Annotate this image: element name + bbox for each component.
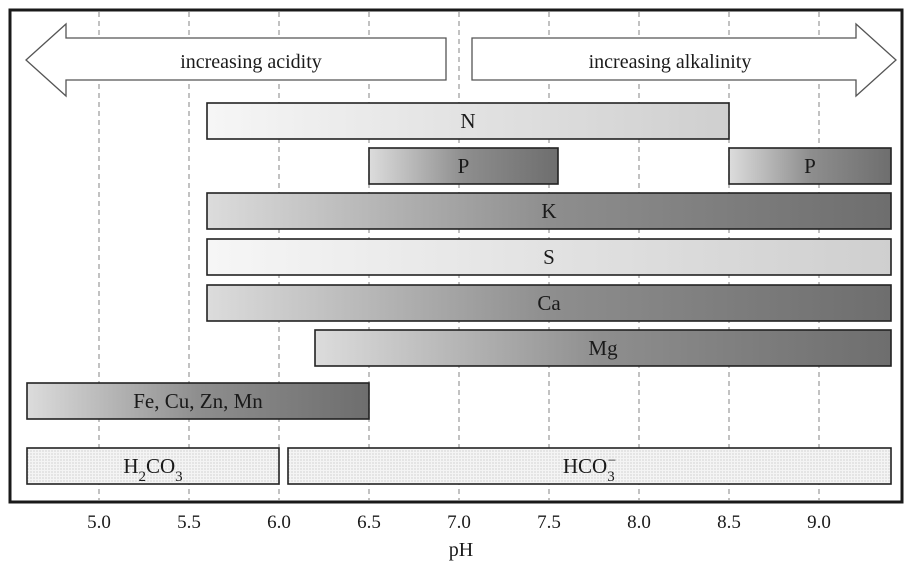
acidity-arrow [25,22,447,98]
range-bar-2 [728,147,892,185]
x-axis-label: pH [449,539,473,561]
x-tick-label-7: 8.5 [717,512,741,533]
range-bar-3 [206,192,892,230]
x-tick-label-6: 8.0 [627,512,651,533]
x-axis-ticks: 5.0 5.5 6.0 6.5 7.0 7.5 8.0 8.5 9.0 [87,512,831,533]
range-bar-9 [287,447,892,485]
x-tick-label-1: 5.5 [177,512,201,533]
alkalinity-arrow [471,22,897,98]
x-tick-label-2: 6.0 [267,512,291,533]
range-bar-label-3: K [541,199,556,223]
x-tick-label-3: 6.5 [357,512,381,533]
range-bar-6 [314,329,892,367]
alkalinity-arrow-label: increasing alkalinity [589,51,752,73]
range-bar-label-2: P [804,154,816,178]
x-tick-label-0: 5.0 [87,512,111,533]
range-bar-label-1: P [458,154,470,178]
x-tick-label-4: 7.0 [447,512,471,533]
range-bar-8 [26,447,280,485]
x-tick-label-5: 7.5 [537,512,561,533]
range-bar-4 [206,238,892,276]
range-bar-1 [368,147,559,185]
range-bar-label-7: Fe, Cu, Zn, Mn [133,389,263,413]
x-tick-label-8: 9.0 [807,512,831,533]
range-bar-5 [206,284,892,322]
range-bar-label-5: Ca [537,291,561,315]
range-bar-label-0: N [460,109,475,133]
range-bar-label-4: S [543,245,555,269]
arrows-group: increasing acidity increasing alkalinity [25,22,897,98]
range-bar-7 [26,382,370,420]
range-bar-0 [206,102,730,140]
range-bar-label-6: Mg [588,336,618,360]
acidity-arrow-label: increasing acidity [180,51,322,73]
